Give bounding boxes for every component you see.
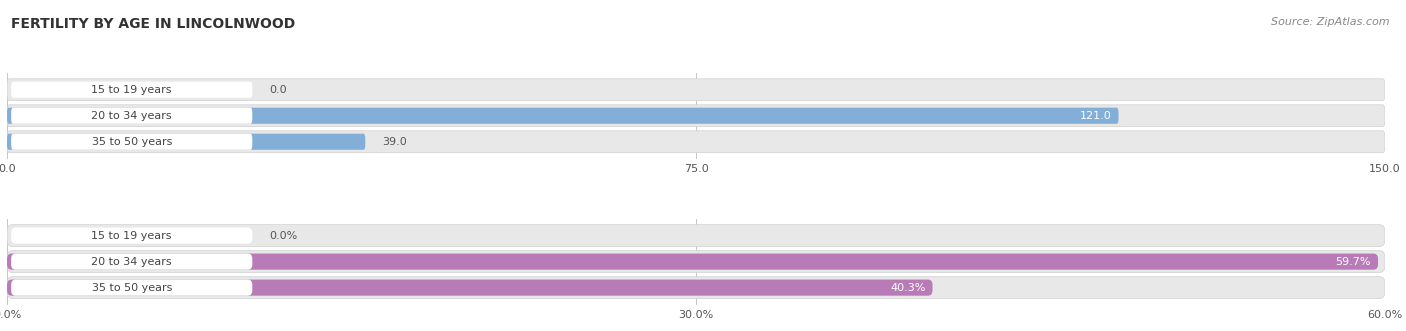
FancyBboxPatch shape <box>7 254 1378 270</box>
Text: 35 to 50 years: 35 to 50 years <box>91 137 172 147</box>
Text: 35 to 50 years: 35 to 50 years <box>91 283 172 293</box>
FancyBboxPatch shape <box>7 280 932 296</box>
FancyBboxPatch shape <box>7 108 1119 124</box>
FancyBboxPatch shape <box>7 79 1385 101</box>
FancyBboxPatch shape <box>11 108 252 124</box>
Text: 0.0: 0.0 <box>269 85 287 95</box>
FancyBboxPatch shape <box>11 280 252 296</box>
Text: FERTILITY BY AGE IN LINCOLNWOOD: FERTILITY BY AGE IN LINCOLNWOOD <box>11 17 295 30</box>
FancyBboxPatch shape <box>7 251 1385 272</box>
Text: 0.0%: 0.0% <box>269 231 297 241</box>
FancyBboxPatch shape <box>7 277 1385 299</box>
Text: 15 to 19 years: 15 to 19 years <box>91 231 172 241</box>
FancyBboxPatch shape <box>7 134 366 150</box>
Text: Source: ZipAtlas.com: Source: ZipAtlas.com <box>1271 17 1389 26</box>
FancyBboxPatch shape <box>11 134 252 150</box>
FancyBboxPatch shape <box>11 254 252 270</box>
Text: 15 to 19 years: 15 to 19 years <box>91 85 172 95</box>
FancyBboxPatch shape <box>7 225 1385 247</box>
Text: 121.0: 121.0 <box>1080 111 1112 121</box>
Text: 20 to 34 years: 20 to 34 years <box>91 111 172 121</box>
Text: 59.7%: 59.7% <box>1336 257 1371 266</box>
FancyBboxPatch shape <box>7 131 1385 153</box>
Text: 20 to 34 years: 20 to 34 years <box>91 257 172 266</box>
FancyBboxPatch shape <box>11 227 252 244</box>
Text: 40.3%: 40.3% <box>890 283 925 293</box>
Text: 39.0: 39.0 <box>382 137 406 147</box>
FancyBboxPatch shape <box>11 82 252 98</box>
FancyBboxPatch shape <box>7 105 1385 127</box>
